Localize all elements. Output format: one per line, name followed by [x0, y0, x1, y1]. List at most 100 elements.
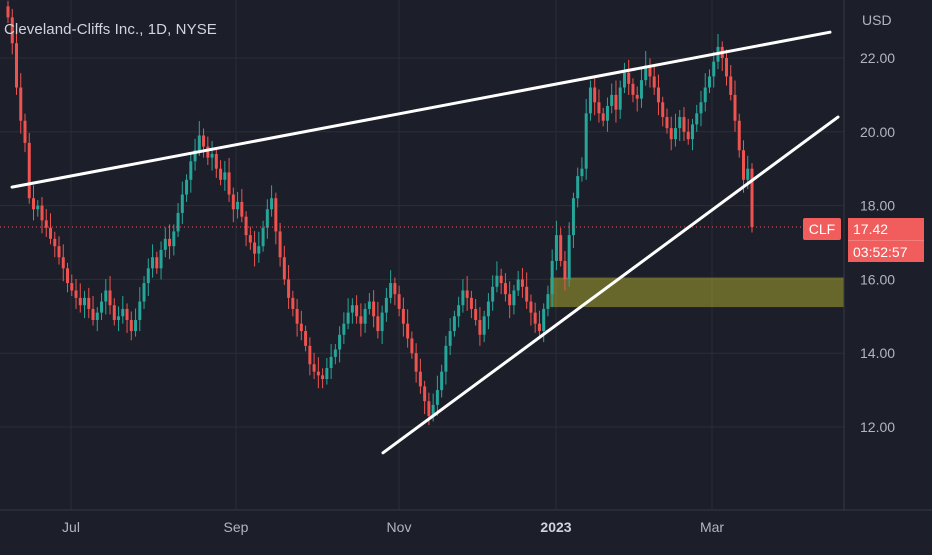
- candle-body: [104, 290, 108, 302]
- candle-body: [23, 120, 27, 143]
- candle-body: [652, 76, 656, 88]
- candle-body: [350, 305, 354, 313]
- candle-body: [265, 209, 269, 228]
- candle-body: [142, 283, 146, 302]
- candle-body: [601, 113, 605, 121]
- candle-body: [121, 308, 125, 317]
- candle-body: [478, 319, 482, 335]
- candle-body: [406, 323, 410, 339]
- candle-body: [333, 349, 337, 357]
- candle-body: [380, 312, 384, 332]
- candle-body: [678, 117, 682, 129]
- candle-body: [363, 308, 367, 324]
- candle-body: [435, 390, 439, 405]
- candle-body: [644, 65, 648, 81]
- candle-body: [15, 43, 19, 88]
- candle-body: [444, 345, 448, 372]
- candle-body: [91, 308, 95, 320]
- candle-body: [202, 135, 206, 147]
- resistance-trendline[interactable]: [10, 30, 832, 189]
- candle-body: [197, 135, 201, 151]
- price-axis[interactable]: 22.00 20.00 18.00 16.00 14.00 12.00: [860, 50, 895, 435]
- candle-body: [410, 338, 414, 354]
- candle-body: [614, 94, 618, 110]
- candle-body: [231, 194, 235, 210]
- candle-body: [291, 297, 295, 309]
- candle-body: [661, 102, 665, 118]
- support-trendline[interactable]: [381, 115, 840, 455]
- candle-body: [342, 323, 346, 335]
- candle-body: [635, 94, 639, 99]
- candle-body: [185, 179, 189, 195]
- candle-body: [737, 120, 741, 151]
- candle-body: [618, 87, 622, 110]
- candle-body: [304, 331, 308, 346]
- candle-body: [367, 301, 371, 309]
- candle-body: [474, 308, 478, 320]
- candle-body: [87, 297, 91, 309]
- candle-body: [138, 301, 142, 320]
- candle-body: [499, 275, 503, 284]
- candle-body: [712, 61, 716, 77]
- trendlines: [10, 30, 840, 455]
- candle-body: [253, 242, 257, 254]
- candle-body: [372, 301, 376, 317]
- y-tick-label: 18.00: [860, 198, 895, 214]
- candle-body: [287, 279, 291, 298]
- y-tick-label: 16.00: [860, 271, 895, 287]
- candle-body: [236, 201, 240, 210]
- candle-body: [724, 58, 728, 77]
- candle-body: [78, 297, 82, 306]
- candle-body: [520, 279, 524, 287]
- x-tick-label: Nov: [387, 519, 412, 535]
- last-price-tag: 17.42: [848, 218, 924, 240]
- candle-body: [448, 331, 452, 346]
- candle-body: [176, 212, 180, 232]
- candle-body: [669, 128, 673, 140]
- candle-body: [27, 142, 31, 199]
- candle-body: [563, 260, 567, 280]
- candle-body: [321, 375, 325, 380]
- candle-body: [393, 283, 397, 295]
- candle-body: [57, 246, 61, 258]
- candle-body: [44, 220, 48, 228]
- time-axis[interactable]: Jul Sep Nov 2023 Mar: [62, 519, 724, 535]
- candle-body: [588, 87, 592, 114]
- candle-body: [346, 312, 350, 324]
- candle-body: [707, 76, 711, 88]
- candle-body: [605, 105, 609, 121]
- candle-body: [95, 312, 99, 320]
- candle-body: [159, 249, 163, 269]
- candle-body: [206, 146, 210, 158]
- candle-body: [312, 364, 316, 372]
- candle-body: [227, 172, 231, 195]
- candle-body: [542, 308, 546, 332]
- chart-title: Cleveland-Cliffs Inc., 1D, NYSE: [4, 21, 217, 38]
- candle-body: [83, 297, 87, 306]
- candle-body: [151, 257, 155, 269]
- candle-body: [639, 80, 643, 99]
- y-tick-label: 22.00: [860, 50, 895, 66]
- candle-body: [648, 65, 652, 77]
- candle-body: [495, 275, 499, 287]
- candle-body: [134, 319, 138, 332]
- candle-body: [219, 168, 223, 180]
- candle-body: [329, 356, 333, 368]
- x-tick-label: Jul: [62, 519, 80, 535]
- candle-body: [270, 198, 274, 210]
- candle-body: [112, 305, 116, 320]
- candle-body: [610, 94, 614, 106]
- candle-body: [282, 257, 286, 280]
- candle-body: [397, 294, 401, 309]
- candle-body: [376, 316, 380, 332]
- candle-body: [163, 238, 167, 250]
- candle-body: [546, 294, 550, 309]
- candle-body: [656, 87, 660, 103]
- candle-body: [129, 319, 133, 332]
- candle-body: [686, 131, 690, 140]
- candle-body: [389, 283, 393, 298]
- candle-body: [486, 301, 490, 317]
- candle-body: [19, 87, 23, 121]
